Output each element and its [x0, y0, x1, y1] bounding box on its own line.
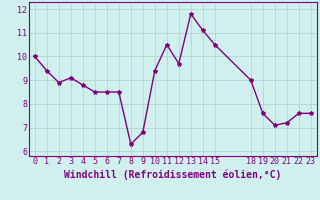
X-axis label: Windchill (Refroidissement éolien,°C): Windchill (Refroidissement éolien,°C) — [64, 169, 282, 180]
